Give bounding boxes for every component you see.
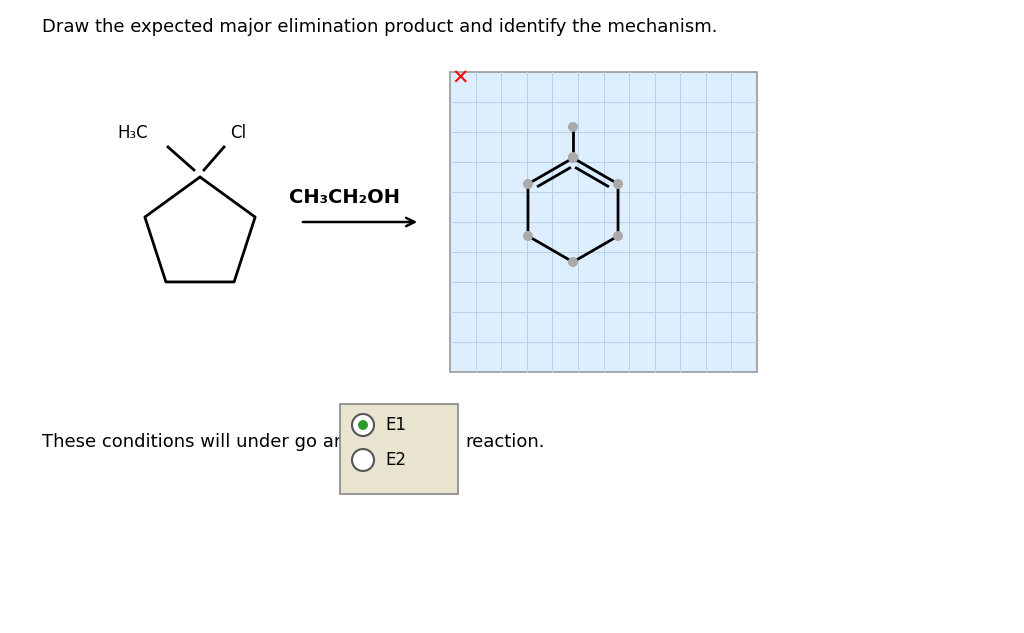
Text: ✕: ✕ bbox=[451, 69, 469, 89]
Circle shape bbox=[568, 153, 578, 163]
Bar bbox=[340, 404, 458, 494]
Circle shape bbox=[613, 231, 623, 241]
Text: reaction.: reaction. bbox=[465, 433, 545, 451]
Text: E2: E2 bbox=[385, 451, 406, 469]
Text: Cl: Cl bbox=[230, 124, 246, 142]
Circle shape bbox=[568, 122, 578, 132]
Circle shape bbox=[613, 179, 623, 189]
Text: CH₃CH₂OH: CH₃CH₂OH bbox=[290, 188, 400, 207]
Circle shape bbox=[568, 152, 578, 162]
Circle shape bbox=[352, 414, 374, 436]
Bar bbox=[450, 72, 757, 372]
Circle shape bbox=[352, 449, 374, 471]
Text: Draw the expected major elimination product and identify the mechanism.: Draw the expected major elimination prod… bbox=[42, 18, 718, 36]
Circle shape bbox=[568, 257, 578, 267]
Text: H₃C: H₃C bbox=[118, 124, 148, 142]
Circle shape bbox=[523, 231, 532, 241]
Text: E1: E1 bbox=[385, 416, 406, 434]
Circle shape bbox=[523, 179, 532, 189]
Text: These conditions will under go an: These conditions will under go an bbox=[42, 433, 345, 451]
Circle shape bbox=[358, 420, 368, 430]
